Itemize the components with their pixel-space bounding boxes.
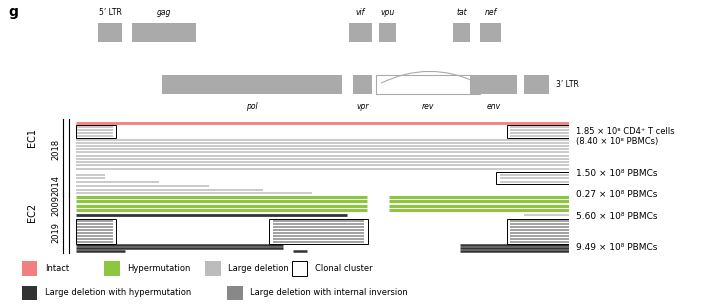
Bar xyxy=(162,74,342,94)
Text: 0.27 × 10⁸ PBMCs: 0.27 × 10⁸ PBMCs xyxy=(576,190,657,199)
Text: 5’ LTR: 5’ LTR xyxy=(99,8,122,17)
Bar xyxy=(98,23,122,42)
Text: Large deletion: Large deletion xyxy=(228,264,289,273)
Text: tat: tat xyxy=(456,8,467,17)
Bar xyxy=(205,261,221,276)
Text: vif: vif xyxy=(356,8,365,17)
Bar xyxy=(76,125,116,138)
Text: 5.60 × 10⁸ PBMCs: 5.60 × 10⁸ PBMCs xyxy=(576,212,657,221)
Bar xyxy=(132,23,197,42)
Text: vpr: vpr xyxy=(356,102,369,111)
Text: pol: pol xyxy=(246,102,258,111)
Bar xyxy=(104,261,120,276)
Bar xyxy=(227,286,243,300)
Bar xyxy=(496,172,569,184)
Text: 1.50 × 10⁸ PBMCs: 1.50 × 10⁸ PBMCs xyxy=(576,169,657,178)
Bar xyxy=(22,261,37,276)
Bar xyxy=(292,261,307,276)
Bar xyxy=(470,74,517,94)
Text: nef: nef xyxy=(485,8,497,17)
Text: rev: rev xyxy=(422,102,434,111)
Text: Large deletion with hypermutation: Large deletion with hypermutation xyxy=(45,289,191,297)
Bar xyxy=(354,74,372,94)
Text: Intact: Intact xyxy=(45,264,69,273)
Text: env: env xyxy=(487,102,500,111)
Bar xyxy=(269,219,368,244)
Bar xyxy=(480,23,500,42)
Text: Clonal cluster: Clonal cluster xyxy=(315,264,372,273)
Bar xyxy=(377,74,480,94)
Text: 2018: 2018 xyxy=(51,138,60,159)
Bar xyxy=(507,219,569,244)
Text: EC2: EC2 xyxy=(27,203,37,222)
Bar xyxy=(453,23,470,42)
Text: 9.49 × 10⁸ PBMCs: 9.49 × 10⁸ PBMCs xyxy=(576,243,657,252)
Bar xyxy=(349,23,372,42)
Text: gag: gag xyxy=(157,8,171,17)
Text: 2009: 2009 xyxy=(51,196,60,216)
Bar xyxy=(76,219,116,244)
Text: 1.85 × 10⁸ CD4⁺ T cells
(8.40 × 10⁸ PBMCs): 1.85 × 10⁸ CD4⁺ T cells (8.40 × 10⁸ PBMC… xyxy=(576,127,675,146)
Text: 2019: 2019 xyxy=(51,222,60,243)
Text: vpu: vpu xyxy=(380,8,395,17)
Bar xyxy=(22,286,37,300)
Text: g: g xyxy=(9,5,19,19)
Bar xyxy=(507,125,569,138)
Bar xyxy=(379,23,396,42)
Text: Large deletion with internal inversion: Large deletion with internal inversion xyxy=(250,289,408,297)
Bar xyxy=(524,74,549,94)
Text: 2014: 2014 xyxy=(51,175,60,196)
Text: Hypermutation: Hypermutation xyxy=(127,264,191,273)
Text: 3’ LTR: 3’ LTR xyxy=(557,80,580,89)
Text: EC1: EC1 xyxy=(27,128,37,147)
